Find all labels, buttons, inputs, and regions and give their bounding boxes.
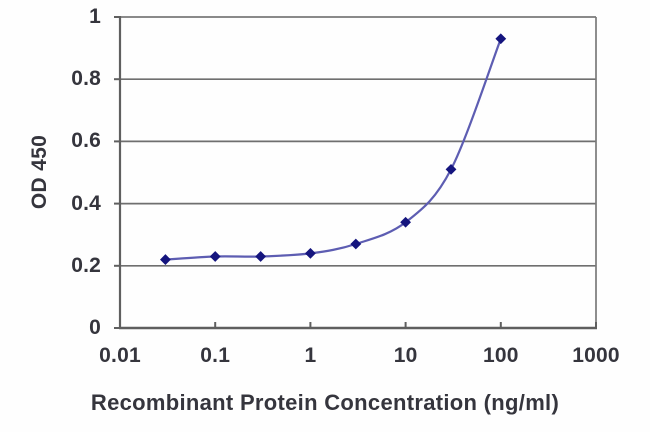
x-tick-label: 0.01 [99,344,141,367]
data-point-marker [304,247,316,259]
x-tick-label: 0.1 [200,344,231,367]
data-point-marker [400,216,412,228]
data-point-marker [209,251,221,262]
x-tick-label: 100 [482,344,519,367]
series-line [164,37,502,261]
y-tick-label: 0.4 [71,191,101,215]
y-tick-label: 0.8 [71,67,101,91]
x-tick-label: 1 [304,344,317,367]
data-point-marker [160,254,171,265]
y-tick-label: 1 [89,5,101,28]
y-tick-label: 0.2 [71,253,101,277]
data-point-marker [445,163,457,175]
data-point-marker [350,238,362,250]
y-tick-label: 0.6 [71,129,101,153]
y-tick-label: 0 [89,316,101,339]
data-point-marker [255,251,267,262]
x-axis-title: Recombinant Protein Concentration (ng/ml… [90,390,560,415]
x-tick-label: 10 [393,344,418,367]
data-point-marker [495,33,507,45]
x-tick-label: 1000 [572,344,620,367]
